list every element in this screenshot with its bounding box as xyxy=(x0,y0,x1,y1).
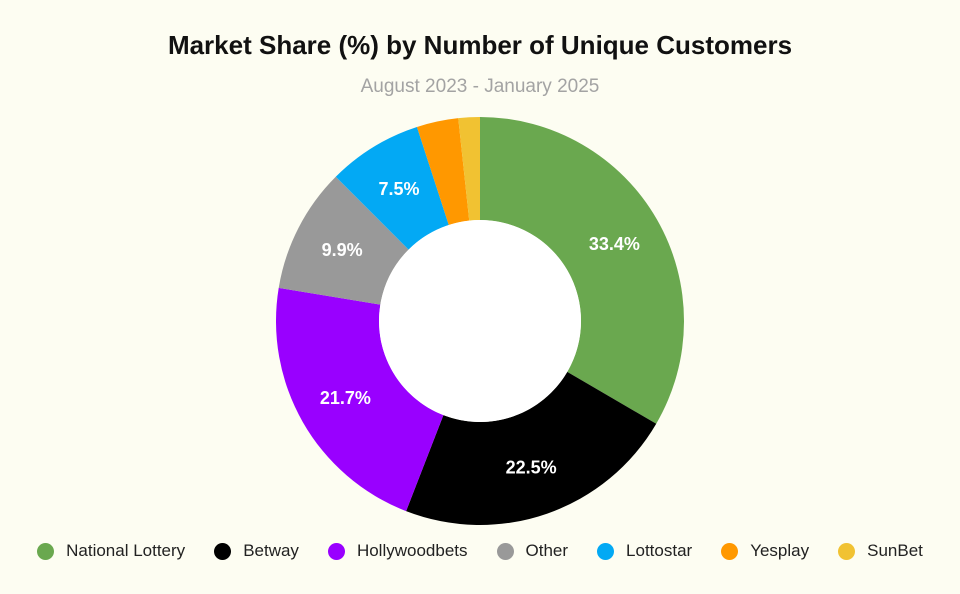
legend-label: Betway xyxy=(243,541,299,560)
legend-item-hollywoodbets[interactable]: Hollywoodbets xyxy=(327,541,468,561)
slice-betway[interactable] xyxy=(406,371,657,525)
legend-dot-icon xyxy=(838,542,856,560)
legend-label: Yesplay xyxy=(750,541,810,560)
slice-other[interactable] xyxy=(278,176,409,305)
legend-label: Hollywoodbets xyxy=(356,541,468,560)
slice-labels: 33.4% 22.5% 21.7% 9.9% 7.5% xyxy=(320,179,640,477)
legend-dot-icon xyxy=(37,542,55,560)
legend-dot-icon xyxy=(496,542,514,560)
slice-label-betway: 22.5% xyxy=(506,457,557,477)
slice-label-hollywoodbets: 21.7% xyxy=(320,388,371,408)
slice-label-national-lottery: 33.4% xyxy=(589,234,640,254)
legend-label: Lottostar xyxy=(626,541,693,560)
donut-slices xyxy=(276,117,684,525)
legend-item-yesplay[interactable]: Yesplay xyxy=(721,541,809,561)
legend-item-lottostar[interactable]: Lottostar xyxy=(597,541,692,561)
legend-label: National Lottery xyxy=(66,541,186,560)
slice-hollywoodbets[interactable] xyxy=(276,287,444,512)
slice-label-lottostar: 7.5% xyxy=(378,179,419,199)
slice-national-lottery[interactable] xyxy=(480,117,684,424)
legend-dot-icon xyxy=(327,542,345,560)
legend-dot-icon xyxy=(721,542,739,560)
chart-legend: National Lottery Betway Hollywoodbets Other… xyxy=(0,541,960,561)
donut-hole xyxy=(379,220,581,422)
slice-lottostar[interactable] xyxy=(335,126,449,250)
slice-yesplay[interactable] xyxy=(416,118,470,225)
legend-label: SunBet xyxy=(867,541,923,560)
legend-label: Other xyxy=(525,541,569,560)
legend-dot-icon xyxy=(214,542,232,560)
slice-sunbet[interactable] xyxy=(458,117,480,221)
legend-item-national-lottery[interactable]: National Lottery xyxy=(37,541,185,561)
chart-subtitle: August 2023 - January 2025 xyxy=(360,76,600,97)
legend-dot-icon xyxy=(597,542,615,560)
legend-item-other[interactable]: Other xyxy=(496,541,569,561)
legend-item-betway[interactable]: Betway xyxy=(214,541,299,561)
slice-label-other: 9.9% xyxy=(322,240,363,260)
chart-title: Market Share (%) by Number of Unique Cus… xyxy=(167,30,793,60)
legend-item-sunbet[interactable]: SunBet xyxy=(838,541,923,561)
